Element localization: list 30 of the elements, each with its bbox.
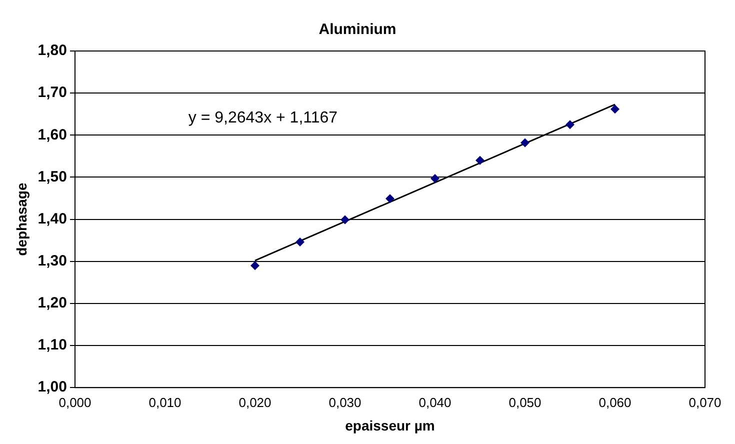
x-tick-label: 0,000: [58, 394, 92, 410]
point: [610, 104, 620, 114]
point: [476, 156, 484, 165]
y-tick-label: 1,40: [38, 210, 67, 228]
y-tick-label: 1,70: [38, 84, 67, 102]
x-tick-label: 0,050: [508, 394, 542, 410]
x-tick-label: 0,030: [328, 394, 362, 410]
y-tick-label: 1,00: [38, 378, 67, 396]
y-axis-title: dephasage: [13, 182, 30, 256]
annotation: y = 9,2643x + 1,1167: [188, 110, 338, 127]
chart-title: Aluminium: [318, 21, 396, 38]
point: [566, 120, 574, 130]
x-tick-label: 0,010: [148, 394, 182, 410]
x-tick-label: 0,020: [238, 394, 272, 410]
y-tick-label: 1,50: [38, 168, 67, 186]
x-tick-label: 0,060: [598, 394, 632, 410]
y-tick-label: 1,30: [38, 252, 67, 270]
y-tick-label: 1,10: [38, 336, 67, 354]
y-tick-label: 1,80: [38, 42, 67, 60]
point: [295, 238, 304, 247]
point: [520, 138, 530, 148]
point: [250, 261, 260, 270]
y-tick-label: 1,60: [38, 126, 67, 144]
x-tick-label: 0,040: [418, 394, 452, 410]
point: [430, 174, 440, 183]
x-tick-label: 0,070: [688, 394, 722, 410]
y-tick-label: 1,20: [38, 294, 67, 312]
point: [340, 215, 350, 224]
x-axis-title: epaisseur µm: [345, 417, 435, 434]
point: [385, 194, 394, 204]
